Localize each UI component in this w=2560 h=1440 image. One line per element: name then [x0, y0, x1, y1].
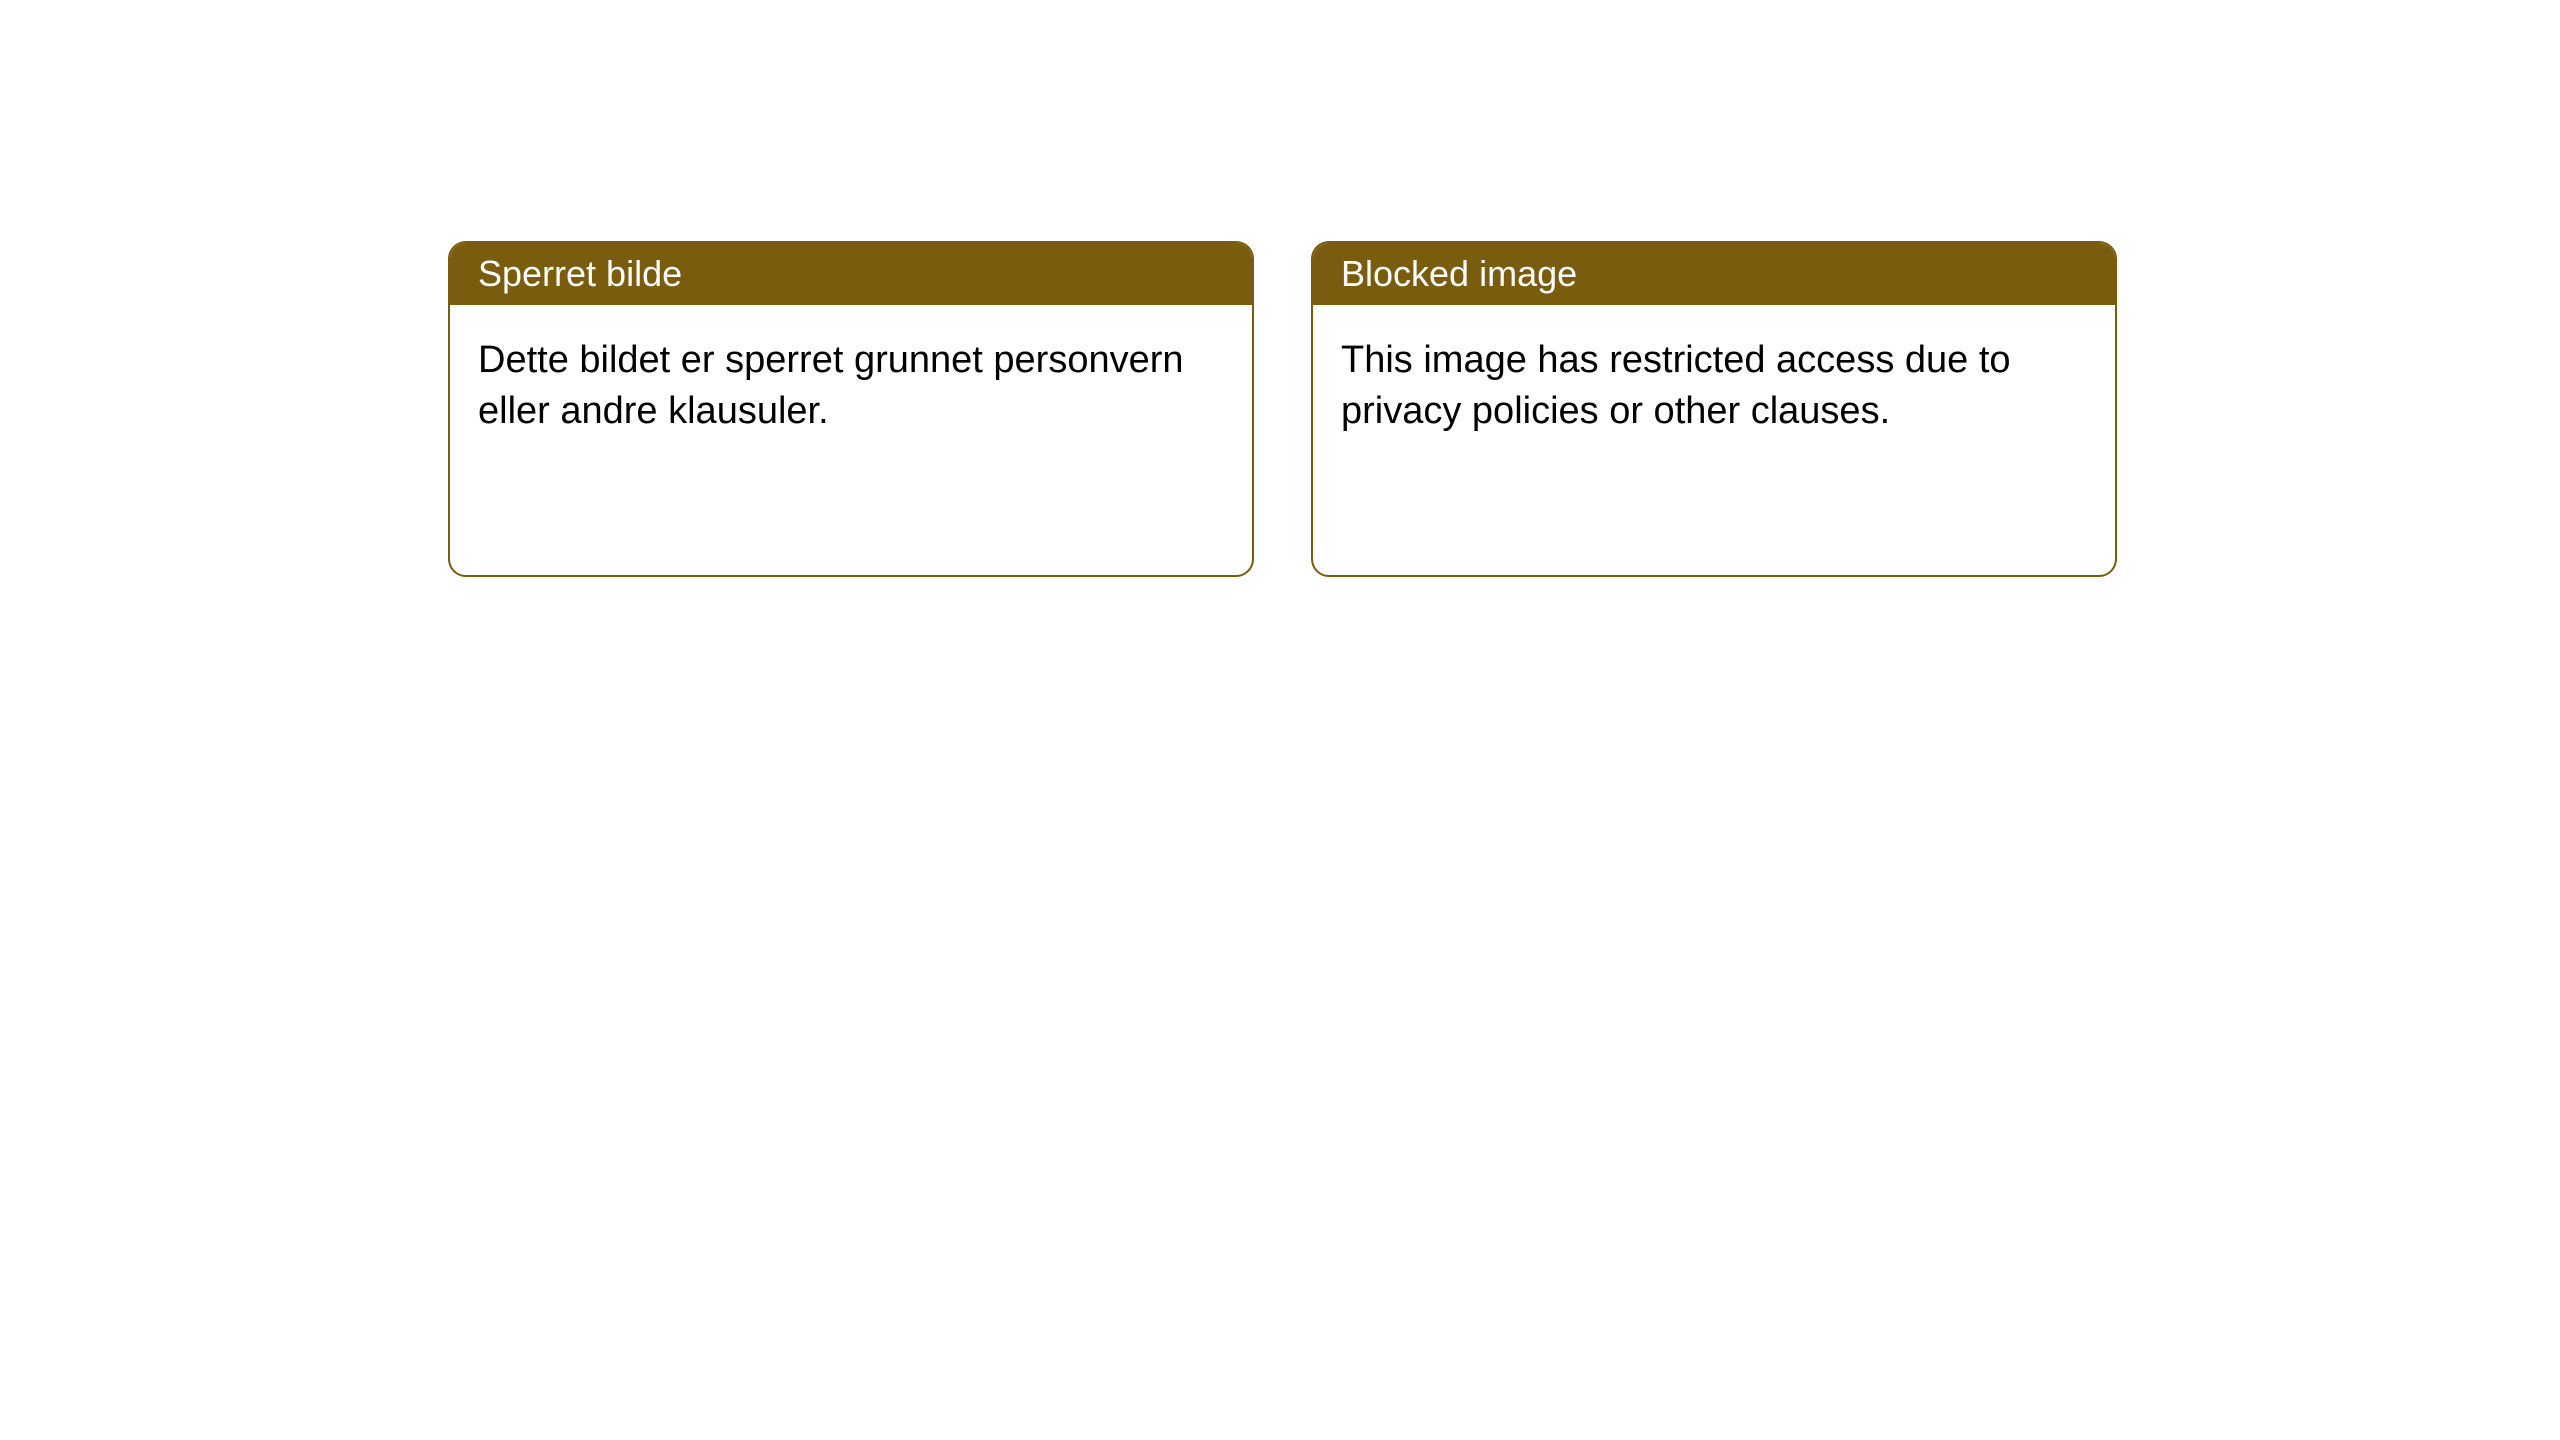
blocked-image-notices: Sperret bilde Dette bildet er sperret gr…	[448, 241, 2117, 577]
notice-title: Blocked image	[1313, 243, 2115, 305]
notice-title: Sperret bilde	[450, 243, 1252, 305]
notice-body: This image has restricted access due to …	[1313, 305, 2115, 468]
notice-body: Dette bildet er sperret grunnet personve…	[450, 305, 1252, 468]
notice-card-norwegian: Sperret bilde Dette bildet er sperret gr…	[448, 241, 1254, 577]
notice-card-english: Blocked image This image has restricted …	[1311, 241, 2117, 577]
